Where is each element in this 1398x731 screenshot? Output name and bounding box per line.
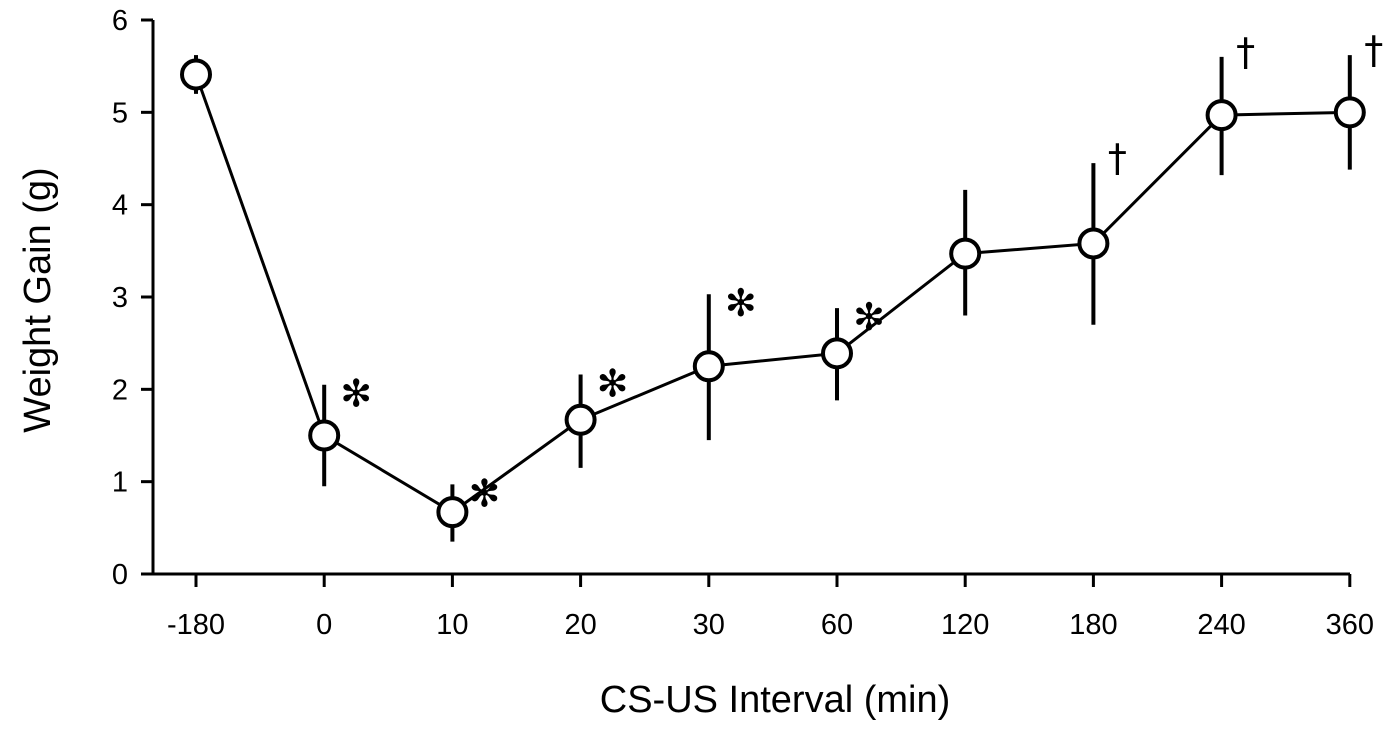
x-ticks: -180 0 10 20 30 60 120 180 240 360 <box>167 574 1374 641</box>
x-tick-label: 180 <box>1069 609 1117 641</box>
dagger-annotation: † <box>1364 28 1383 72</box>
x-tick-label: 0 <box>316 609 332 641</box>
x-tick-label: 60 <box>821 609 853 641</box>
asterisk-annotation: ✻ <box>725 281 757 325</box>
x-tick-label: 10 <box>436 609 468 641</box>
x-tick-label: 20 <box>564 609 596 641</box>
data-point <box>1333 96 1366 129</box>
x-tick-label: 240 <box>1197 609 1245 641</box>
data-point <box>436 496 469 529</box>
y-ticks: 0 1 2 3 4 5 6 <box>112 5 153 591</box>
x-tick-label: 360 <box>1326 609 1374 641</box>
x-tick-label: 120 <box>941 609 989 641</box>
data-point <box>949 237 982 270</box>
data-point <box>1205 99 1238 132</box>
x-axis-title: CS-US Interval (min) <box>600 679 951 721</box>
y-tick-label: 5 <box>112 97 128 129</box>
dagger-annotation: † <box>1108 136 1127 180</box>
y-axis: 0 1 2 3 4 5 6 <box>112 5 155 591</box>
asterisk-annotation: ✻ <box>597 362 629 406</box>
x-tick-label: -180 <box>167 609 225 641</box>
y-tick-label: 6 <box>112 5 128 37</box>
y-axis-title: Weight Gain (g) <box>17 167 59 432</box>
x-tick-label: 30 <box>693 609 725 641</box>
data-point <box>821 337 853 370</box>
x-axis: -180 0 10 20 30 60 120 180 240 360 <box>152 572 1374 641</box>
data-point <box>692 350 725 383</box>
y-tick-label: 2 <box>112 374 128 406</box>
asterisk-annotation: ✻ <box>340 372 372 416</box>
dagger-annotation: † <box>1236 30 1255 74</box>
asterisk-annotation: ✻ <box>853 295 885 339</box>
asterisk-annotation: ✻ <box>468 471 500 515</box>
data-point <box>308 419 341 452</box>
series-line <box>194 73 1350 514</box>
y-tick-label: 0 <box>112 559 128 591</box>
data-point <box>1077 227 1110 260</box>
data-point <box>180 58 212 91</box>
data-point <box>564 403 597 436</box>
y-tick-label: 4 <box>112 190 128 222</box>
y-tick-label: 3 <box>112 282 128 314</box>
y-tick-label: 1 <box>112 467 128 499</box>
plot-area: ✻ ✻ ✻ ✻ ✻ † † † <box>180 28 1383 542</box>
